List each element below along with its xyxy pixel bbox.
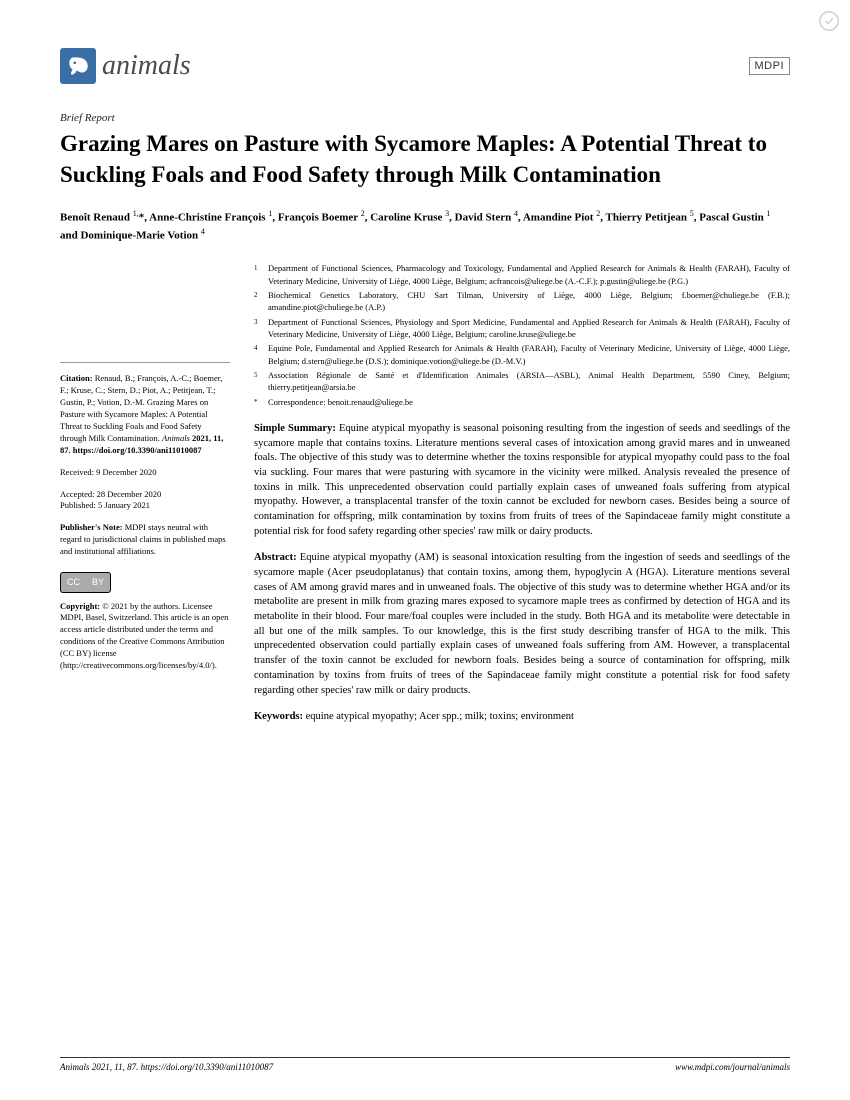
affiliation-item: 5Association Régionale de Santé et d'Ide… bbox=[254, 369, 790, 394]
abstract: Abstract: Equine atypical myopathy (AM) … bbox=[254, 551, 790, 698]
keywords-label: Keywords: bbox=[254, 711, 303, 722]
abstract-label: Abstract: bbox=[254, 552, 297, 563]
accepted-date: Accepted: 28 December 2020 bbox=[60, 489, 230, 501]
cc-by-badge: CCBY bbox=[60, 572, 111, 593]
footer-right: www.mdpi.com/journal/animals bbox=[675, 1062, 790, 1072]
keywords: Keywords: equine atypical myopathy; Acer… bbox=[254, 710, 790, 725]
publishers-note: Publisher's Note: MDPI stays neutral wit… bbox=[60, 522, 230, 558]
affiliation-item: 4Equine Pole, Fundamental and Applied Re… bbox=[254, 342, 790, 367]
affiliation-item: 3Department of Functional Sciences, Phys… bbox=[254, 316, 790, 341]
citation-label: Citation: bbox=[60, 373, 93, 383]
affiliation-item: *Correspondence: benoit.renaud@uliege.be bbox=[254, 396, 790, 408]
update-check-icon bbox=[818, 10, 840, 32]
affiliations-list: 1Department of Functional Sciences, Phar… bbox=[254, 262, 790, 407]
copyright-text: Copyright: © 2021 by the authors. Licens… bbox=[60, 601, 230, 672]
article-title: Grazing Mares on Pasture with Sycamore M… bbox=[60, 128, 790, 190]
sidebar-column: Citation: Renaud, B.; François, A.-C.; B… bbox=[60, 262, 230, 725]
affiliation-item: 1Department of Functional Sciences, Phar… bbox=[254, 262, 790, 287]
article-type: Brief Report bbox=[60, 112, 790, 124]
journal-logo-icon bbox=[60, 48, 96, 84]
citation-journal: Animals bbox=[162, 433, 190, 443]
summary-text: Equine atypical myopathy is seasonal poi… bbox=[254, 423, 790, 537]
journal-name: animals bbox=[102, 50, 191, 82]
journal-logo: animals bbox=[60, 48, 191, 84]
simple-summary: Simple Summary: Equine atypical myopathy… bbox=[254, 422, 790, 540]
published-date: Published: 5 January 2021 bbox=[60, 500, 230, 512]
footer-left: Animals 2021, 11, 87. https://doi.org/10… bbox=[60, 1062, 273, 1072]
publisher-logo: MDPI bbox=[749, 57, 791, 75]
header: animals MDPI bbox=[60, 48, 790, 84]
abstract-text: Equine atypical myopathy (AM) is seasona… bbox=[254, 552, 790, 695]
received-date: Received: 9 December 2020 bbox=[60, 467, 230, 479]
authors-list: Benoît Renaud 1,*, Anne-Christine Franço… bbox=[60, 208, 790, 244]
keywords-text: equine atypical myopathy; Acer spp.; mil… bbox=[306, 711, 574, 722]
affiliation-item: 2Biochemical Genetics Laboratory, CHU Sa… bbox=[254, 289, 790, 314]
page-footer: Animals 2021, 11, 87. https://doi.org/10… bbox=[60, 1057, 790, 1072]
summary-label: Simple Summary: bbox=[254, 423, 336, 434]
citation-block: Citation: Renaud, B.; François, A.-C.; B… bbox=[60, 362, 230, 672]
main-column: 1Department of Functional Sciences, Phar… bbox=[254, 262, 790, 725]
